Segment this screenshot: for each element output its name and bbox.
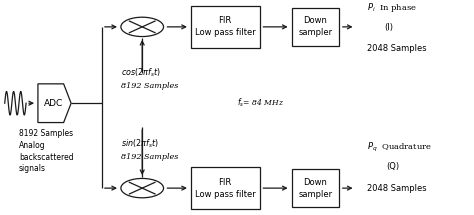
Text: ADC: ADC: [44, 99, 64, 108]
Text: $f_s$= 84 MHz: $f_s$= 84 MHz: [237, 97, 284, 109]
FancyBboxPatch shape: [292, 8, 339, 46]
FancyBboxPatch shape: [191, 6, 259, 48]
Text: Down
sampler: Down sampler: [298, 17, 332, 37]
Polygon shape: [38, 84, 71, 123]
Circle shape: [121, 17, 164, 37]
Text: $cos(2\pi f_s t)$
8192 Samples: $cos(2\pi f_s t)$ 8192 Samples: [121, 67, 178, 90]
Text: 2048 Samples: 2048 Samples: [367, 44, 427, 53]
Text: (I): (I): [384, 23, 393, 32]
Text: FIR
Low pass filter: FIR Low pass filter: [195, 17, 255, 37]
Text: (Q): (Q): [386, 162, 400, 171]
Text: 2048 Samples: 2048 Samples: [367, 184, 427, 193]
Text: $P_q$  Quadrature: $P_q$ Quadrature: [367, 141, 433, 154]
Text: $sin(2\pi f_s t)$
8192 Samples: $sin(2\pi f_s t)$ 8192 Samples: [121, 138, 178, 161]
FancyBboxPatch shape: [292, 169, 339, 207]
Text: $P_i$  In phase: $P_i$ In phase: [367, 1, 418, 14]
Text: Down
sampler: Down sampler: [298, 178, 332, 198]
Circle shape: [121, 178, 164, 198]
Text: FIR
Low pass filter: FIR Low pass filter: [195, 178, 255, 198]
FancyBboxPatch shape: [191, 167, 259, 209]
Text: 8192 Samples
Analog
backscattered
signals: 8192 Samples Analog backscattered signal…: [19, 129, 73, 174]
